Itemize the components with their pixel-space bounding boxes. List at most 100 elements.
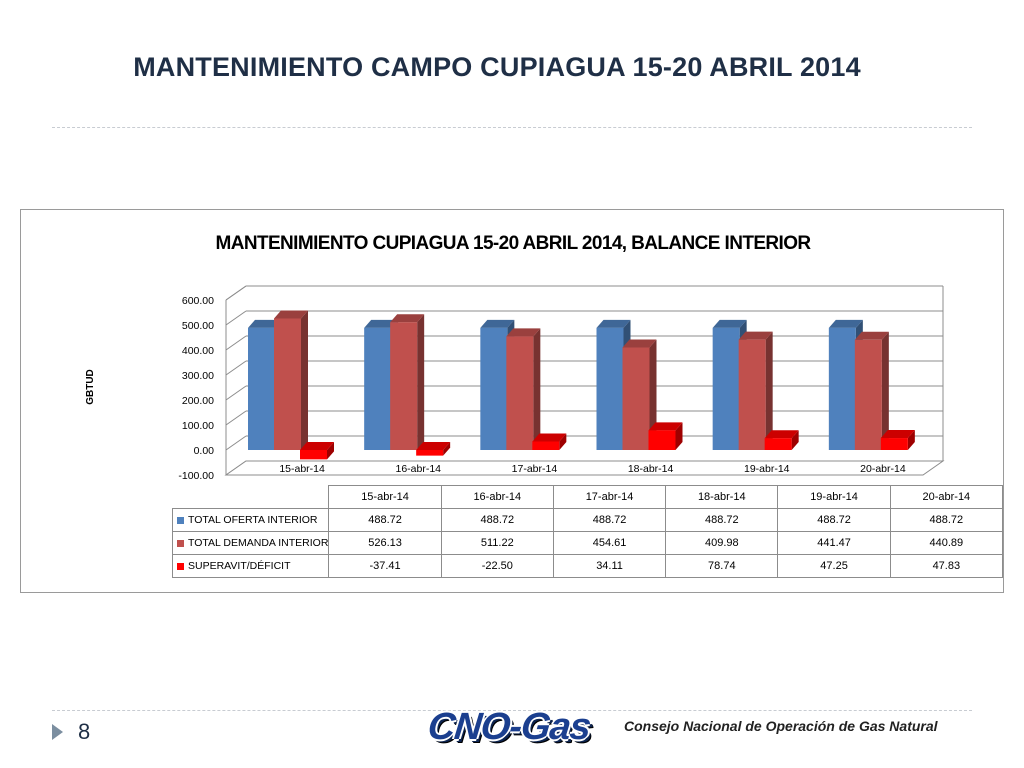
bar-top	[416, 442, 451, 450]
x-tick-label: 20-abr-14	[860, 463, 906, 475]
table-header-row: 15-abr-14 16-abr-14 17-abr-14 18-abr-14 19-a…	[172, 485, 1004, 509]
bar-side	[881, 331, 889, 450]
bar-front	[712, 327, 740, 450]
gridline-side	[225, 385, 247, 401]
x-tick-label: 17-abr-14	[512, 463, 558, 475]
bar-top	[854, 331, 889, 340]
bar-total-demanda-interior-4	[738, 331, 773, 450]
chart-area: MANTENIMIENTO CUPIAGUA 15-20 ABRIL 2014,…	[20, 209, 1004, 593]
bar-side	[675, 422, 683, 450]
page-arrow-icon	[52, 724, 63, 740]
table-cell: 441.47	[777, 531, 891, 555]
bar-side	[559, 433, 567, 450]
table-cell: 526.13	[328, 531, 442, 555]
bar-top	[274, 310, 308, 319]
table-row: TOTAL OFERTA INTERIOR 488.72 488.72 488.72 4…	[171, 508, 1004, 532]
bar-side	[417, 314, 425, 450]
y-tick-label: 100.00	[182, 420, 214, 432]
bar-side	[649, 339, 657, 450]
table-cell: 47.25	[777, 554, 891, 578]
bar-front	[364, 327, 392, 450]
table-cell: 454.61	[552, 531, 667, 555]
bar-top	[364, 319, 399, 328]
table-column-header: 17-abr-14	[552, 485, 667, 509]
x-axis: 15-abr-14 16-abr-14 17-abr-14 18-abr-14 19-a…	[279, 463, 906, 475]
bars	[248, 310, 915, 460]
bar-total-demanda-interior-5	[854, 331, 889, 450]
bar-top	[712, 319, 747, 328]
bar-front	[828, 327, 856, 450]
bar-top	[480, 319, 515, 328]
table-cell: 34.11	[552, 554, 667, 578]
table-cell: 511.22	[440, 531, 554, 555]
bar-front	[274, 318, 301, 450]
bar-front	[764, 438, 792, 450]
bar-side	[327, 442, 334, 460]
table-corner	[172, 485, 330, 509]
bar-top	[764, 430, 799, 439]
y-tick-label: 600.00	[182, 295, 214, 307]
bar-total-demanda-interior-2	[506, 328, 541, 450]
bar-side	[301, 310, 308, 450]
bar-superavit-d-ficit-0	[300, 442, 334, 460]
bar-superavit-d-ficit-4	[764, 430, 799, 450]
x-tick-label: 15-abr-14	[279, 463, 325, 475]
bar-top	[390, 314, 425, 323]
legend-key-icon	[177, 516, 184, 524]
bar-top	[248, 319, 282, 328]
bar-side	[765, 331, 773, 450]
table-body: TOTAL OFERTA INTERIOR 488.72 488.72 488.72 4…	[171, 508, 1004, 578]
legend-key-icon	[177, 562, 184, 570]
top-divider	[52, 127, 972, 128]
bar-front	[738, 339, 766, 450]
y-tick-label: 500.00	[182, 320, 214, 332]
bar-top	[596, 319, 631, 328]
bar-superavit-d-ficit-5	[880, 430, 915, 450]
plot-floor	[224, 460, 945, 476]
slide-title: MANTENIMIENTO CAMPO CUPIAGUA 15-20 ABRIL…	[133, 52, 861, 82]
bar-side	[443, 442, 451, 456]
y-tick-label: 0.00	[194, 445, 215, 457]
data-table: 15-abr-14 16-abr-14 17-abr-14 18-abr-14 19-a…	[171, 485, 1004, 578]
x-tick-label: 18-abr-14	[628, 463, 674, 475]
table-cell: 488.72	[552, 508, 667, 532]
bar-top	[648, 422, 683, 431]
bar-front	[248, 327, 275, 450]
table-cell: 409.98	[665, 531, 779, 555]
table-cell: 78.74	[665, 554, 779, 578]
gridline-side	[225, 335, 247, 351]
y-tick-label: 400.00	[182, 345, 214, 357]
bottom-divider	[52, 710, 972, 711]
bar-front	[480, 327, 508, 450]
bar-top	[300, 442, 334, 450]
bar-total-demanda-interior-0	[274, 310, 308, 450]
bar-front	[854, 339, 882, 450]
bar-superavit-d-ficit-1	[416, 442, 451, 456]
bar-top	[622, 339, 657, 348]
gridline-side	[225, 410, 247, 426]
bar-front	[596, 327, 624, 450]
bar-front	[532, 441, 560, 450]
plot-back-wall	[246, 286, 943, 461]
y-tick-label: 300.00	[182, 370, 214, 382]
bar-top	[506, 328, 541, 337]
series-legend-cell: TOTAL DEMANDA INTERIOR	[171, 531, 330, 555]
y-axis: 600.00 500.00 400.00 300.00 200.00 100.00 0.00…	[178, 285, 944, 482]
series-legend-cell: TOTAL OFERTA INTERIOR	[171, 508, 330, 532]
gridline-side	[225, 435, 247, 451]
x-tick-label: 19-abr-14	[744, 463, 790, 475]
x-tick-label: 16-abr-14	[395, 463, 441, 475]
table-cell: 488.72	[665, 508, 779, 532]
bar-front	[416, 450, 444, 456]
bar-total-demanda-interior-1	[390, 314, 425, 450]
series-name: TOTAL DEMANDA INTERIOR	[188, 537, 329, 549]
table-column-header: 20-abr-14	[889, 485, 1004, 509]
bar-superavit-d-ficit-2	[532, 433, 567, 450]
bar-top	[880, 430, 915, 439]
cno-gas-logo: CNO-Gas	[425, 706, 593, 748]
bar-front	[648, 430, 676, 450]
bar-top	[828, 319, 863, 328]
y-axis-label: GBTUD	[85, 369, 96, 405]
table-cell: 488.72	[328, 508, 442, 532]
page-number: 8	[78, 719, 91, 744]
